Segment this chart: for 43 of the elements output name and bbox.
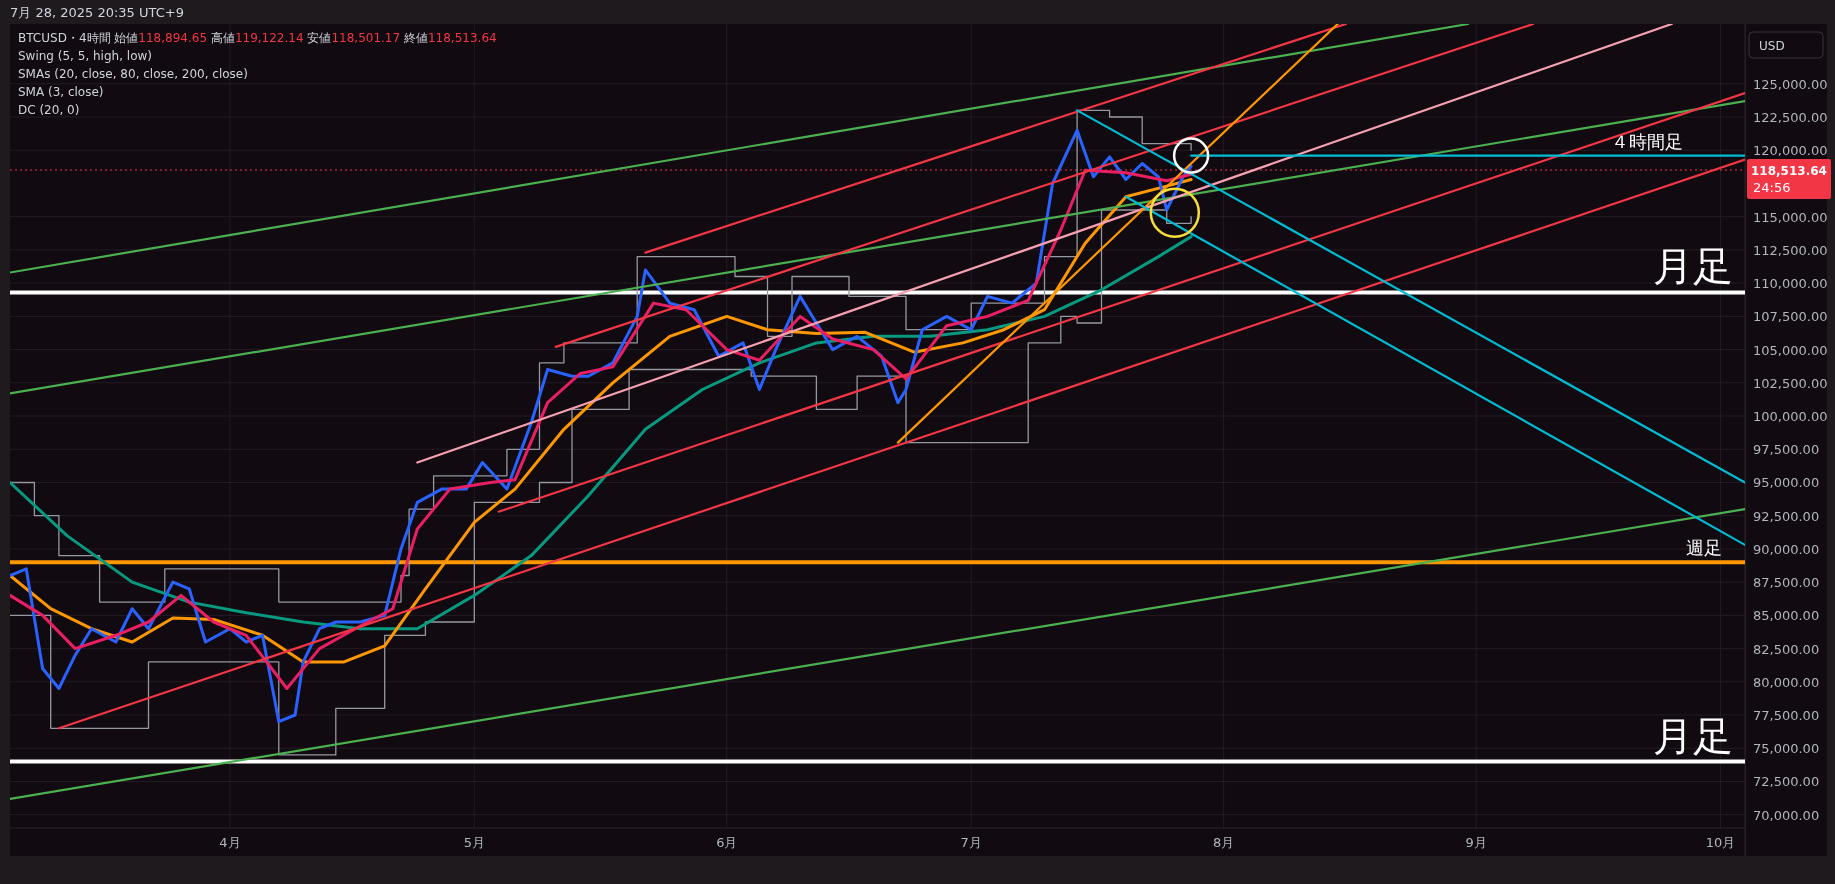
y-tick-label: 70,000.00 bbox=[1753, 807, 1820, 823]
text: 7月 28, 2025 20:35 UTC+9 bbox=[10, 5, 184, 20]
y-tick-label: 105,000.00 bbox=[1753, 342, 1828, 358]
y-tick-label: 112,500.00 bbox=[1753, 242, 1828, 258]
y-tick-label: 80,000.00 bbox=[1753, 674, 1820, 690]
y-tick-label: 90,000.00 bbox=[1753, 541, 1820, 557]
y-tick-label: 120,000.00 bbox=[1753, 143, 1828, 159]
ref-line-label: 118,513.64 bbox=[1751, 164, 1827, 178]
y-tick-label: 97,500.00 bbox=[1753, 442, 1820, 458]
y-tick-label: 115,000.00 bbox=[1753, 209, 1828, 225]
text: 始値118,894.65 高値119,122.14 安値118,501.17 終値118,513.64 bbox=[114, 31, 497, 45]
x-tick-label: 4月 bbox=[219, 835, 241, 850]
annotation: 週足 bbox=[1686, 537, 1723, 559]
text: USD bbox=[1759, 39, 1785, 53]
x-tick-label: 9月 bbox=[1465, 835, 1487, 850]
x-tick-label: 5月 bbox=[463, 835, 485, 850]
x-tick-label: 10月 bbox=[1705, 835, 1736, 850]
annotation: Swing (5, 5, high, low) bbox=[18, 49, 152, 63]
y-tick-label: 110,000.00 bbox=[1753, 276, 1828, 292]
ref-line-label: 月足 bbox=[1653, 712, 1733, 759]
y-tick-label: 102,500.00 bbox=[1753, 375, 1828, 391]
y-tick-label: 85,000.00 bbox=[1753, 608, 1820, 624]
annotation: ４時間足 bbox=[1611, 130, 1684, 152]
ref-line-label: 月足 bbox=[1653, 243, 1733, 290]
y-tick-label: 95,000.00 bbox=[1753, 475, 1820, 491]
annotation: SMAs (20, close, 80, close, 200, close) bbox=[18, 67, 248, 81]
x-tick-label: 7月 bbox=[960, 835, 982, 850]
y-tick-label: 75,000.00 bbox=[1753, 741, 1820, 757]
y-tick-label: 72,500.00 bbox=[1753, 774, 1820, 790]
text: BTCUSD・4時間 bbox=[18, 31, 115, 45]
x-tick-label: 8月 bbox=[1213, 835, 1235, 850]
y-tick-label: 100,000.00 bbox=[1753, 409, 1828, 425]
x-tick-label: 6月 bbox=[716, 835, 738, 850]
y-tick-label: 92,500.00 bbox=[1753, 508, 1820, 524]
y-tick-label: 107,500.00 bbox=[1753, 309, 1828, 325]
y-tick-label: 125,000.00 bbox=[1753, 76, 1828, 92]
text: 24:56 bbox=[1753, 180, 1791, 195]
y-tick-label: 82,500.00 bbox=[1753, 641, 1820, 657]
y-tick-label: 122,500.00 bbox=[1753, 110, 1828, 126]
annotation: SMA (3, close) bbox=[18, 85, 104, 99]
y-tick-label: 87,500.00 bbox=[1753, 575, 1820, 591]
y-tick-label: 77,500.00 bbox=[1753, 708, 1820, 724]
annotation: DC (20, 0) bbox=[18, 103, 80, 117]
